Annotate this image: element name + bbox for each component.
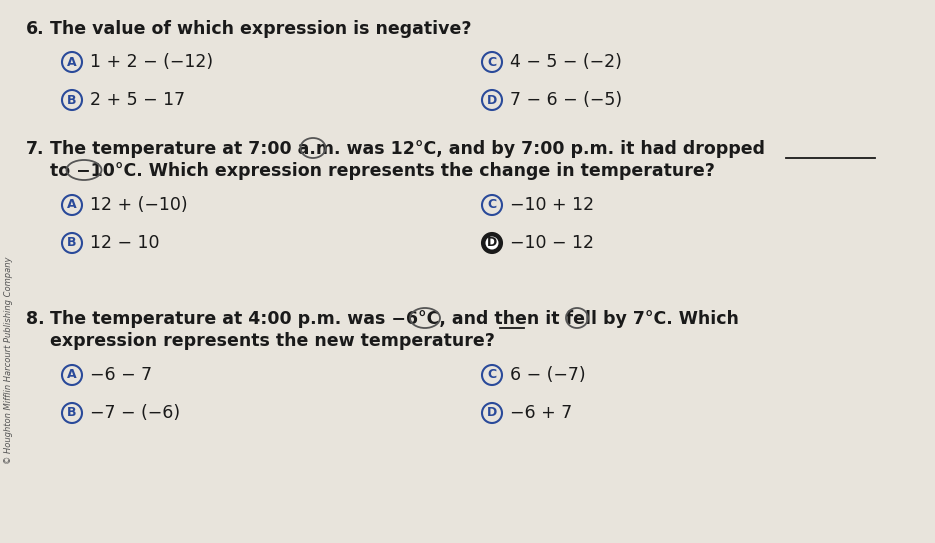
Text: The value of which expression is negative?: The value of which expression is negativ… [50,20,471,38]
Text: C: C [487,369,496,382]
Text: D: D [487,237,497,249]
Text: The temperature at 4:00 p.m. was −6°C, and then it fell by 7°C. Which: The temperature at 4:00 p.m. was −6°C, a… [50,310,739,328]
Text: C: C [487,55,496,68]
Circle shape [482,233,502,253]
Text: −6 + 7: −6 + 7 [510,404,572,422]
Text: B: B [67,407,77,420]
Text: −6 − 7: −6 − 7 [90,366,152,384]
Text: © Houghton Mifflin Harcourt Publishing Company: © Houghton Mifflin Harcourt Publishing C… [5,256,13,464]
Text: B: B [67,237,77,249]
Text: 6 − (−7): 6 − (−7) [510,366,585,384]
Text: A: A [67,369,77,382]
Text: D: D [487,93,497,106]
Text: −10 − 12: −10 − 12 [510,234,594,252]
Text: 12 − 10: 12 − 10 [90,234,160,252]
Text: 2 + 5 − 17: 2 + 5 − 17 [90,91,185,109]
Text: D: D [487,407,497,420]
Text: 8.: 8. [26,310,45,328]
Text: A: A [67,55,77,68]
Circle shape [485,237,498,249]
Text: 12 + (−10): 12 + (−10) [90,196,188,214]
Text: expression represents the new temperature?: expression represents the new temperatur… [50,332,495,350]
Text: 7 − 6 − (−5): 7 − 6 − (−5) [510,91,622,109]
Text: −10 + 12: −10 + 12 [510,196,594,214]
Text: A: A [67,199,77,212]
Text: The temperature at 7:00 a.m. was 12°C, and by 7:00 p.m. it had dropped: The temperature at 7:00 a.m. was 12°C, a… [50,140,765,158]
Text: to −10°C. Which expression represents the change in temperature?: to −10°C. Which expression represents th… [50,162,715,180]
Text: 4 − 5 − (−2): 4 − 5 − (−2) [510,53,622,71]
Text: 6.: 6. [26,20,45,38]
Text: −7 − (−6): −7 − (−6) [90,404,180,422]
Text: 7.: 7. [26,140,45,158]
Text: B: B [67,93,77,106]
Text: 1 + 2 − (−12): 1 + 2 − (−12) [90,53,213,71]
Text: C: C [487,199,496,212]
